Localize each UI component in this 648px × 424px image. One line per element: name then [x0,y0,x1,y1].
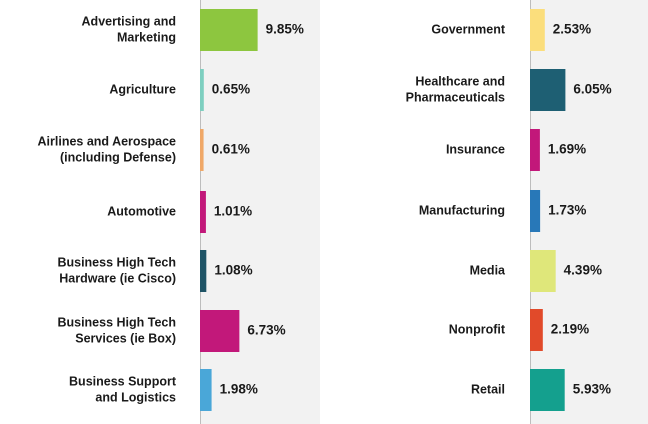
bar-2-5 [530,250,556,292]
bar-1-5 [200,250,207,292]
value-label: 2.53% [553,22,591,37]
value-label: 5.93% [573,382,611,397]
value-label: 1.73% [548,203,586,218]
category-label: Airlines and Aerospace [38,134,177,148]
category-label: (including Defense) [60,150,176,164]
bar-1-2 [200,69,204,111]
value-label: 1.08% [214,263,252,278]
bar-1-1 [200,9,258,51]
category-label: Healthcare and [415,74,505,88]
value-label: 6.05% [573,82,611,97]
value-label: 1.98% [220,382,258,397]
category-label: Automotive [107,204,176,218]
value-label: 1.69% [548,142,586,157]
category-label: Marketing [117,30,176,44]
value-label: 4.39% [564,263,602,278]
bar-1-7 [200,369,212,411]
value-label: 9.85% [266,22,304,37]
category-label: Business High Tech [57,315,176,329]
category-label: Media [470,263,506,277]
chart-1: 9.85% Advertising and Marketing 0.65% Agricu… [38,0,320,424]
category-label: Advertising and [82,14,176,28]
bar-2-1 [530,9,545,51]
bar-1-3 [200,129,204,171]
bar-2-7 [530,369,565,411]
category-label: and Logistics [95,390,176,404]
value-label: 0.61% [212,142,250,157]
category-label: Business Support [69,374,177,388]
category-label: Pharmaceuticals [406,90,505,104]
category-label: Agriculture [109,82,176,96]
value-label: 6.73% [247,323,285,338]
plot-area [200,0,320,424]
category-label: Hardware (ie Cisco) [59,271,176,285]
value-label: 0.65% [212,82,250,97]
category-label: Government [431,22,505,36]
value-label: 2.19% [551,322,589,337]
category-label: Insurance [446,142,505,156]
bar-1-4 [200,191,206,233]
bar-2-2 [530,69,566,111]
category-label: Business High Tech [57,255,176,269]
bar-1-6 [200,310,240,352]
category-label: Nonprofit [449,322,506,336]
category-label: Services (ie Box) [75,331,176,345]
category-label: Retail [471,382,505,396]
bar-2-4 [530,190,541,232]
bar-2-6 [530,309,543,351]
chart-2: 2.53% Government 6.05% Healthcare and Pharma… [406,0,648,424]
bar-2-3 [530,129,540,171]
category-label: Manufacturing [419,203,505,217]
value-label: 1.01% [214,204,252,219]
